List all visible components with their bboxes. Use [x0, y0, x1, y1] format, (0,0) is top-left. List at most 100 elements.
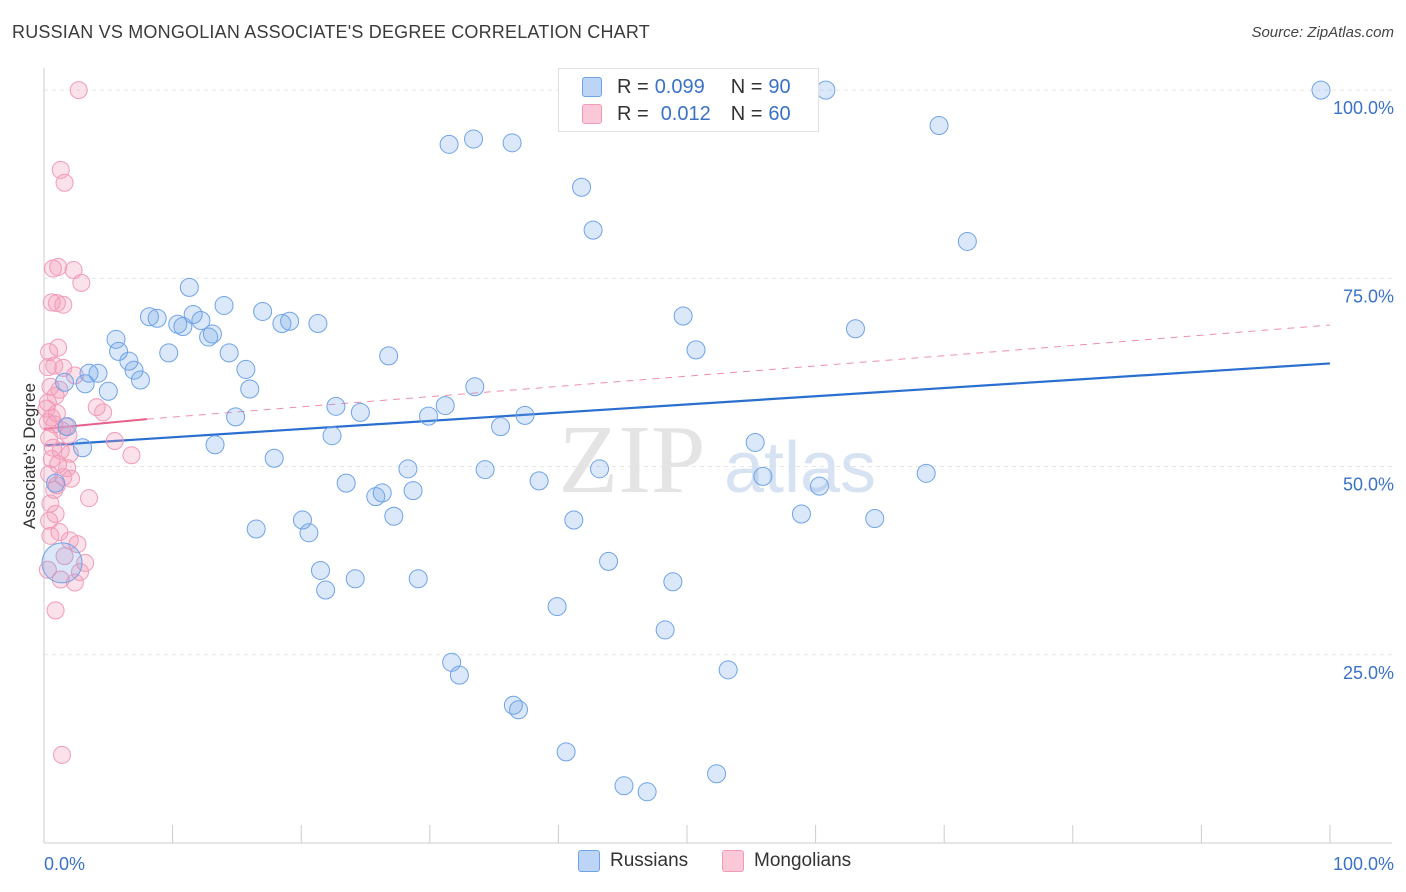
mongolians-point	[49, 338, 68, 357]
russians-point	[345, 569, 365, 589]
russians-trendline	[43, 362, 1331, 447]
russians-point	[916, 463, 936, 483]
russians-points	[41, 80, 1331, 802]
russians-point	[435, 396, 455, 416]
y-axis-label: Associate's Degree	[20, 383, 39, 529]
russians-n-label: N =	[730, 75, 763, 98]
mongolians-point	[80, 489, 99, 508]
russians-point	[236, 359, 256, 379]
russians-point	[366, 487, 386, 507]
bottom-legend-mongolians-swatch	[722, 850, 744, 872]
russians-point	[1311, 80, 1331, 100]
legend-row-russians: R = 0.099 N = 90	[582, 74, 791, 100]
russians-point	[350, 402, 370, 422]
mongolians-point	[38, 358, 57, 377]
russians-point	[199, 327, 219, 347]
russians-point	[663, 572, 683, 592]
russians-point	[139, 307, 159, 327]
mongolians-point	[53, 745, 72, 764]
russians-point	[816, 80, 836, 100]
russians-point	[583, 220, 603, 240]
russians-point	[75, 374, 95, 394]
russians-point	[57, 417, 77, 437]
russians-point	[98, 381, 118, 401]
chart-title: RUSSIAN VS MONGOLIAN ASSOCIATE'S DEGREE …	[12, 22, 650, 42]
mongolians-point	[105, 431, 124, 450]
correlation-legend: R = 0.099 N = 90 R = 0.012 N = 60	[558, 68, 819, 132]
russians-point	[280, 311, 300, 331]
russians-point	[205, 435, 225, 455]
russians-point	[707, 764, 727, 784]
russians-point	[464, 129, 484, 149]
russians-point	[202, 324, 222, 344]
russians-point	[336, 473, 356, 493]
russians-point	[502, 133, 522, 153]
mongolians-point	[94, 403, 113, 422]
russians-swatch	[582, 77, 602, 97]
russians-point	[614, 776, 634, 796]
russians-point	[515, 405, 535, 425]
mongolians-trendline	[43, 418, 147, 430]
russians-point	[326, 396, 346, 416]
russians-point	[173, 317, 193, 337]
russians-point	[403, 481, 423, 501]
mongolians-point	[55, 173, 74, 192]
mongolians-r-value: 0.012	[660, 102, 711, 125]
russians-point	[547, 597, 567, 617]
russians-point	[718, 660, 738, 680]
russians-r-value: 0.099	[654, 75, 705, 98]
russians-point	[226, 407, 246, 427]
russians-point	[590, 459, 610, 479]
mongolians-n-value: 60	[768, 102, 791, 125]
mongolians-point	[40, 343, 59, 362]
russians-point	[475, 460, 495, 480]
mongolians-point	[47, 294, 66, 313]
mongolians-point	[38, 393, 57, 412]
russians-point	[491, 417, 511, 437]
russians-point	[408, 569, 428, 589]
russians-point	[753, 466, 773, 486]
mongolians-n-label: N =	[730, 102, 763, 125]
russians-point	[219, 343, 239, 363]
y-tick-label: 100.0%	[1333, 98, 1394, 118]
russians-point	[240, 379, 260, 399]
watermark-atlas: atlas	[724, 428, 876, 508]
mongolians-point	[122, 446, 141, 465]
x-tick-label-right: 100.0%	[1333, 854, 1394, 874]
russians-point	[637, 782, 657, 802]
russians-point	[316, 580, 336, 600]
russians-point	[564, 510, 584, 530]
mongolians-point	[42, 293, 61, 312]
mongolians-point	[72, 273, 91, 292]
russians-point	[168, 314, 188, 334]
chart-source: Source: ZipAtlas.com	[1251, 24, 1394, 41]
russians-point	[449, 665, 469, 685]
mongolians-point	[69, 81, 88, 100]
bottom-legend-mongolians: Mongolians	[722, 850, 851, 872]
y-tick-label: 25.0%	[1343, 663, 1394, 683]
mongolians-point	[54, 295, 73, 314]
mongolians-trendline-extension	[146, 324, 1331, 420]
russians-point	[214, 295, 234, 315]
russians-point	[673, 306, 693, 326]
mongolians-point	[58, 459, 77, 478]
mongolians-point	[40, 511, 59, 530]
russians-point	[686, 340, 706, 360]
mongolians-point	[51, 570, 70, 589]
mongolians-point	[76, 553, 95, 572]
mongolians-r-label: R =	[617, 102, 649, 125]
russians-point	[46, 473, 66, 493]
russians-point	[264, 448, 284, 468]
russians-point	[322, 426, 342, 446]
mongolians-point	[59, 425, 78, 444]
russians-point	[529, 471, 549, 491]
y-tick-label: 75.0%	[1343, 286, 1394, 306]
russians-point	[379, 346, 399, 366]
mongolians-swatch	[582, 104, 602, 124]
russians-point	[310, 560, 330, 580]
russians-point	[957, 231, 977, 251]
bottom-legend-russians: Russians	[578, 850, 688, 872]
axes: 25.0% 50.0% 75.0% 100.0%	[43, 68, 1394, 844]
russians-point	[130, 370, 150, 390]
russians-point	[41, 542, 83, 584]
